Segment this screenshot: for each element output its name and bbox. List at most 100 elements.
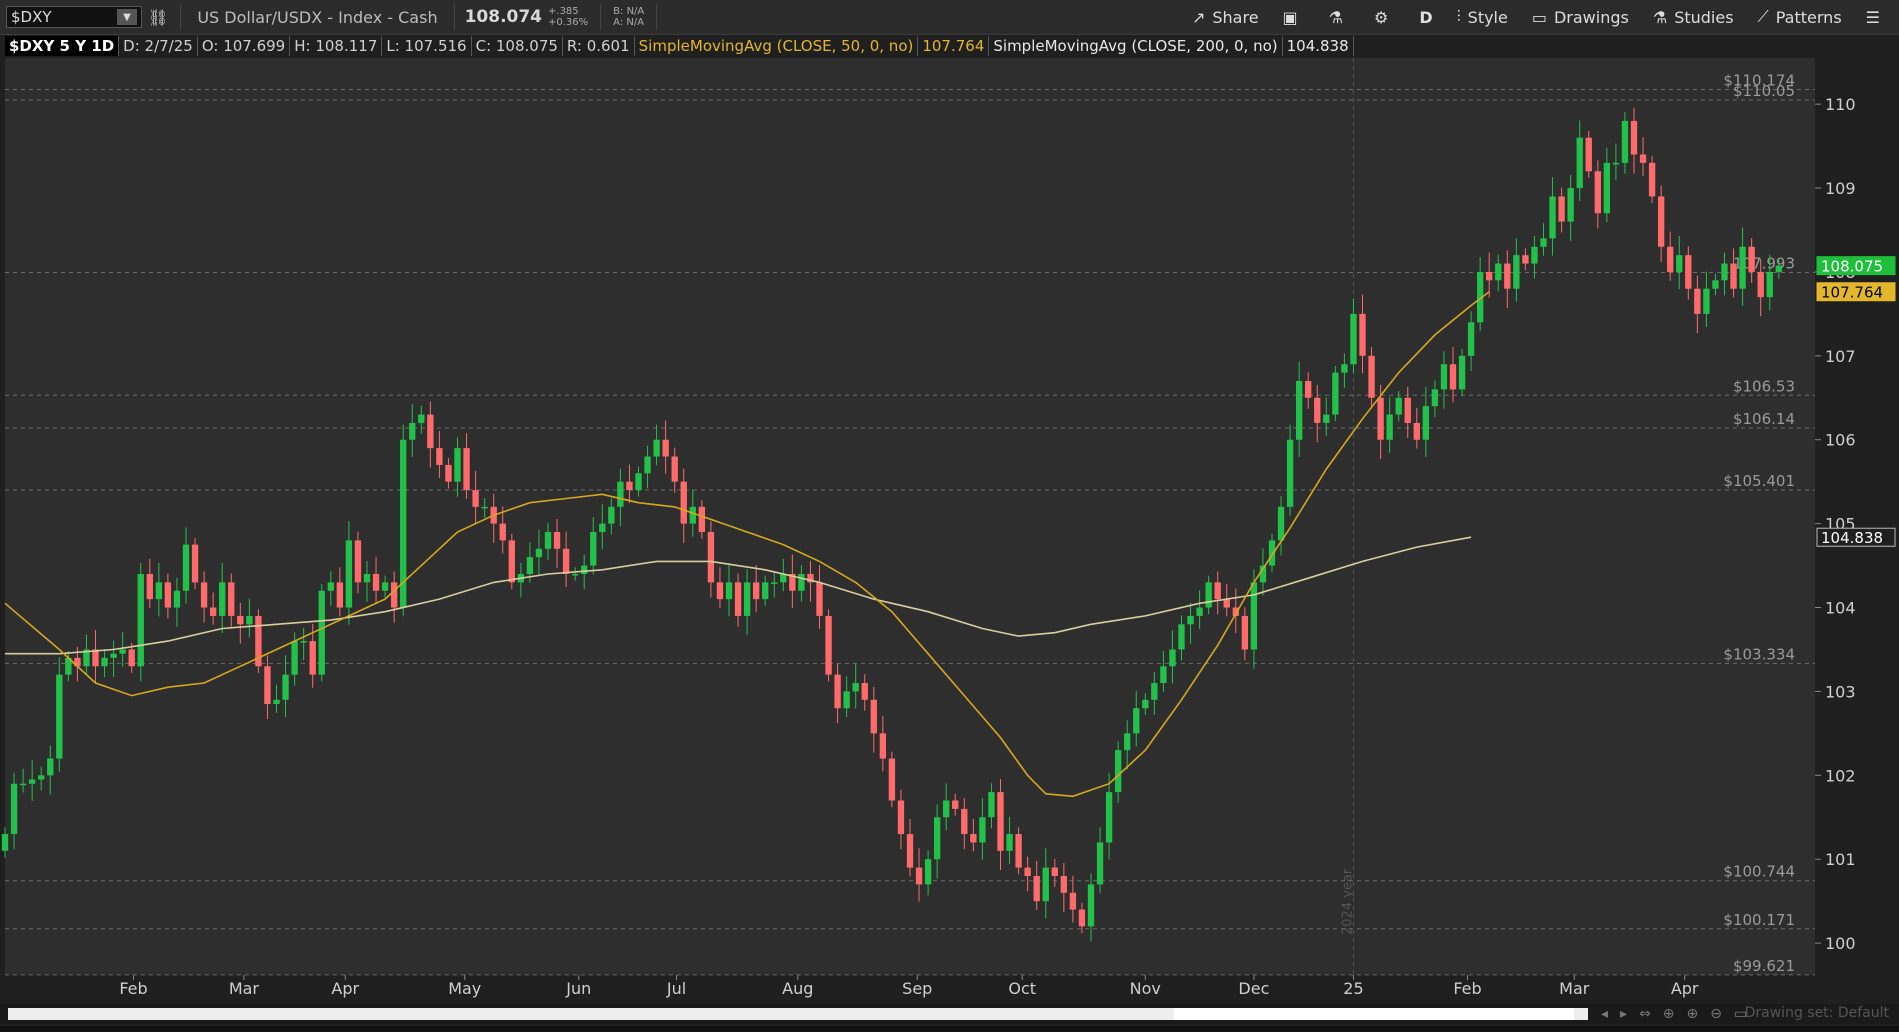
scroll-thumb[interactable]: [1174, 1008, 1574, 1020]
link-icon[interactable]: ⛓: [148, 7, 169, 27]
divider: [180, 4, 182, 30]
candle-body: [1603, 162, 1611, 214]
scroll-right-icon[interactable]: ▸: [1620, 1006, 1628, 1022]
time-tick-label: 25: [1343, 979, 1363, 998]
patterns-button[interactable]: ⟋ Patterns: [1746, 0, 1854, 34]
candle-body: [1205, 582, 1212, 608]
period-label: D: [1419, 7, 1433, 27]
candle-body: [1730, 263, 1737, 289]
candle-body: [173, 590, 181, 608]
candle-body: [798, 573, 805, 591]
candle-body: [1323, 414, 1330, 423]
flask-button[interactable]: ⚗: [1317, 0, 1362, 34]
candle-body: [789, 573, 796, 591]
price-axis[interactable]: [1815, 58, 1899, 975]
candle-body: [1232, 607, 1239, 616]
candle-body: [1703, 288, 1710, 314]
candle-body: [1531, 246, 1538, 264]
symbol-selector[interactable]: $DXY ▼: [6, 6, 142, 28]
sma50-value: 107.764: [918, 36, 990, 56]
fit-icon[interactable]: ▭: [1734, 1006, 1748, 1022]
candle-body: [771, 582, 778, 584]
chart-area[interactable]: 2024 year $110.174 $110.05 107.993 $106.53 $1…: [0, 38, 1899, 1015]
candle-body: [725, 582, 733, 600]
drawing-set-label[interactable]: Drawing set: Default: [1744, 1005, 1889, 1021]
candle-body: [897, 800, 905, 835]
price-badge-label: 108.075: [1821, 258, 1883, 276]
price-tick-label: 103: [1825, 682, 1856, 701]
price-tick-label: 101: [1825, 850, 1856, 869]
candle-body: [318, 590, 325, 675]
price-tick-label: 109: [1825, 179, 1856, 198]
zoom-in-icon[interactable]: ⊕: [1686, 1006, 1699, 1022]
cursor-tool-icon[interactable]: ⟋: [1822, 38, 1835, 59]
candle-body: [988, 792, 995, 818]
candle-body: [47, 758, 54, 776]
candle-body: [1585, 137, 1592, 172]
price-tick-label: 107: [1825, 347, 1856, 366]
symbol-period[interactable]: $DXY 5 Y 1D: [5, 36, 120, 56]
candle-body: [1332, 372, 1339, 415]
ask-value: A: N/A: [613, 17, 645, 28]
divider: [600, 4, 602, 30]
time-tick-label: Mar: [229, 979, 260, 998]
sma50-line: [4, 291, 1490, 798]
expand-icon[interactable]: ⇔: [1639, 1006, 1651, 1022]
studies-label: Studies: [1674, 7, 1734, 27]
scroll-left-icon[interactable]: ◂: [1601, 1006, 1609, 1022]
settings-button[interactable]: ⚙: [1362, 0, 1407, 34]
candle-body: [400, 439, 407, 608]
candle-body: [1739, 246, 1746, 289]
candle-body: [671, 456, 678, 482]
candle-body: [1748, 246, 1755, 272]
period-button[interactable]: D: [1407, 0, 1444, 34]
symbol-text: $DXY: [11, 8, 52, 26]
candle-body: [1096, 842, 1104, 885]
candle-body: [843, 691, 850, 709]
sma50-label[interactable]: SimpleMovingAvg (CLOSE, 50, 0, no): [634, 36, 919, 56]
drawings-button[interactable]: ▭ Drawings: [1520, 0, 1641, 34]
bottom-bar: [0, 1026, 1899, 1032]
candle-body: [526, 557, 534, 574]
crosshair-icon[interactable]: ⊕: [1662, 1006, 1675, 1022]
style-button[interactable]: ⫶ Style: [1445, 0, 1520, 34]
candle-body: [1431, 389, 1439, 407]
net-change: +.385 +0.36%: [548, 6, 588, 28]
price-chart[interactable]: 2024 year$110.174$110.05107.993$106.53$1…: [0, 38, 1899, 1015]
share-button[interactable]: ↗ Share: [1180, 0, 1271, 34]
horizontal-scrollbar[interactable]: ◂ ▸ ⇔ ⊕ ⊕ ⊖ ▭: [0, 1004, 1899, 1024]
layout-button[interactable]: ▣: [1271, 0, 1317, 34]
level-label: $100.171: [1723, 911, 1795, 929]
candle-body: [1413, 422, 1420, 440]
candle-body: [716, 582, 724, 600]
candle-body: [1540, 238, 1547, 247]
candle-body: [1467, 322, 1475, 356]
patterns-label: Patterns: [1775, 7, 1842, 27]
symbol-description: US Dollar/USDX - Index - Cash: [197, 7, 438, 27]
sma200-label[interactable]: SimpleMovingAvg (CLOSE, 200, 0, no): [989, 36, 1283, 56]
zoom-out-icon[interactable]: ⊖: [1710, 1006, 1722, 1022]
studies-button[interactable]: ⚗ Studies: [1641, 0, 1746, 34]
candle-body: [1033, 876, 1040, 902]
price-tick-label: 102: [1825, 766, 1856, 785]
candle-body: [1151, 683, 1158, 700]
candle-body: [1775, 265, 1782, 272]
candle-body: [1458, 355, 1466, 390]
candle-body: [1576, 137, 1583, 189]
candle-body: [1422, 406, 1430, 440]
candle-body: [933, 817, 941, 860]
candle-body: [906, 834, 914, 868]
candle-body: [1495, 263, 1502, 281]
candle-body: [237, 615, 244, 625]
candle-body: [535, 548, 543, 558]
candle-body: [56, 674, 63, 759]
menu-button[interactable]: ☰: [1854, 0, 1899, 34]
candle-body: [164, 582, 172, 608]
candle-body: [834, 674, 841, 709]
candle-body: [653, 439, 660, 457]
toolbar-right: ↗ Share ▣ ⚗ ⚙ D ⫶ Style ▭ Drawings ⚗ Stu…: [1180, 0, 1899, 34]
chevron-down-icon[interactable]: ▼: [117, 9, 137, 25]
time-tick-label: Feb: [119, 979, 147, 998]
candle-body: [28, 779, 36, 784]
candle-body: [1015, 834, 1022, 868]
